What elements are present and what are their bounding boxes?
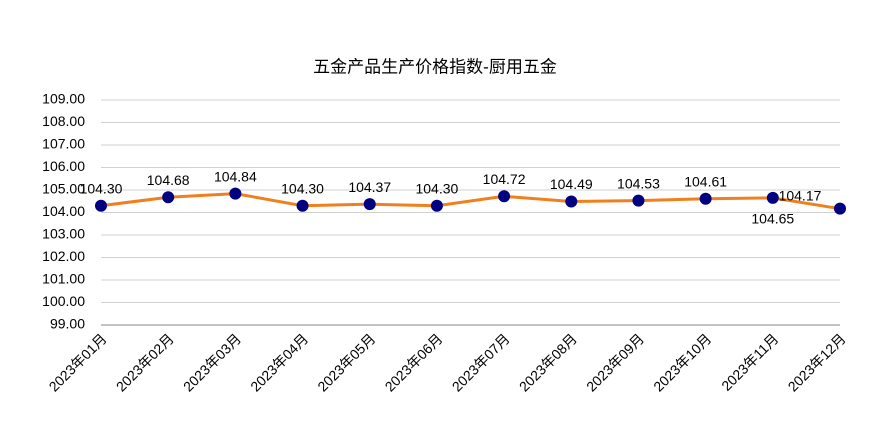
data-label: 104.72 — [483, 171, 526, 187]
data-label: 104.37 — [348, 179, 391, 195]
y-tick-label: 105.00 — [42, 181, 85, 197]
x-tick-label: 2023年12月 — [785, 330, 849, 394]
x-tick-label: 2023年10月 — [650, 330, 714, 394]
x-tick-label: 2023年06月 — [382, 330, 446, 394]
line — [100, 192, 841, 211]
marker — [632, 194, 645, 207]
x-tick-label: 2023年05月 — [314, 330, 378, 394]
y-tick-label: 107.00 — [42, 136, 85, 152]
x-tick-label: 2023年11月 — [718, 330, 781, 393]
marker — [296, 199, 309, 212]
data-label: 104.17 — [779, 187, 822, 203]
y-tick-label: 108.00 — [42, 113, 85, 129]
data-label: 104.49 — [550, 176, 593, 192]
y-tick-label: 104.00 — [42, 203, 85, 219]
x-tick-label: 2023年02月 — [113, 330, 177, 394]
data-label: 104.30 — [415, 180, 458, 196]
marker — [162, 191, 175, 204]
marker — [229, 187, 242, 200]
marker — [95, 199, 107, 212]
data-label: 104.61 — [684, 173, 727, 189]
marker — [430, 199, 443, 212]
x-tick-label: 2023年03月 — [180, 330, 244, 394]
marker — [498, 190, 511, 203]
y-tick-label: 109.00 — [42, 91, 85, 107]
marker — [699, 192, 712, 205]
y-tick-label: 100.00 — [42, 293, 85, 309]
data-label: 104.68 — [147, 172, 190, 188]
data-label: 104.65 — [751, 211, 794, 227]
x-tick-label: 2023年08月 — [516, 330, 580, 394]
chart-title: 五金产品生产价格指数-厨用五金 — [313, 57, 557, 76]
marker — [834, 202, 846, 215]
data-label: 104.30 — [80, 180, 123, 196]
y-tick-label: 102.00 — [42, 248, 85, 264]
y-tick-label: 99.00 — [50, 316, 85, 332]
y-tick-label: 106.00 — [42, 158, 85, 174]
data-label: 104.30 — [281, 180, 324, 196]
x-tick-label: 2023年04月 — [247, 330, 311, 394]
data-label: 104.53 — [617, 175, 660, 191]
data-label: 104.84 — [214, 168, 257, 184]
y-tick-label: 103.00 — [42, 226, 85, 242]
marker — [565, 195, 578, 208]
marker — [766, 191, 779, 204]
x-tick-label: 2023年01月 — [46, 330, 110, 394]
marker — [363, 198, 376, 211]
x-tick-label: 2023年07月 — [449, 330, 513, 394]
y-tick-label: 101.00 — [42, 271, 85, 287]
x-tick-label: 2023年09月 — [583, 330, 647, 394]
